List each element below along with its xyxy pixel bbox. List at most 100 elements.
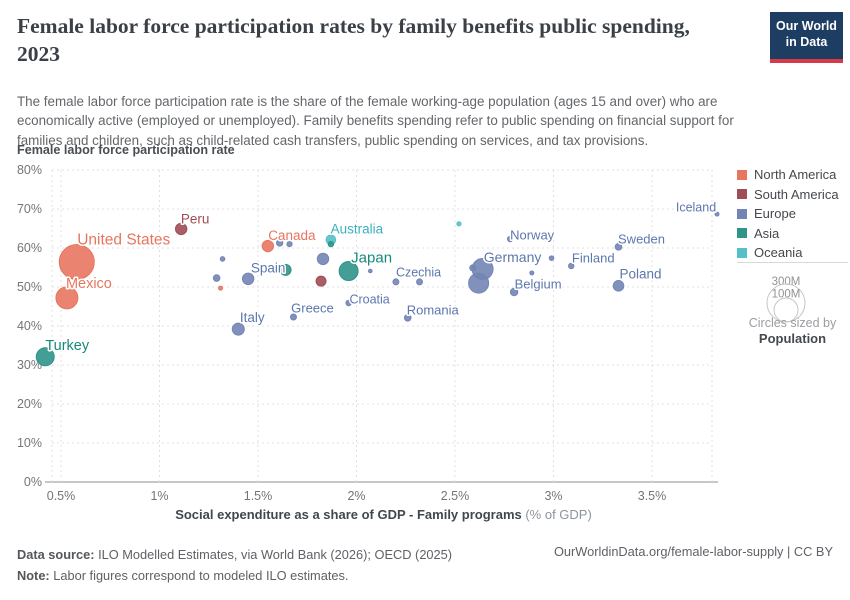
size-legend-caption-population: Population [758, 331, 827, 346]
bubble[interactable] [392, 278, 400, 286]
bubble[interactable] [286, 241, 293, 248]
bubble-romania[interactable] [403, 314, 412, 322]
legend-label: North America [754, 167, 837, 182]
x-tick-label: 2% [347, 489, 365, 503]
legend-swatch [737, 169, 747, 180]
bubble[interactable] [218, 285, 224, 291]
bubble[interactable] [468, 272, 490, 294]
bubble-peru[interactable] [174, 222, 188, 236]
country-label-belgium: Belgium [515, 277, 562, 292]
y-tick-label: 50% [17, 280, 42, 294]
note-label: Note: [17, 568, 50, 583]
y-tick-label: 10% [17, 436, 42, 450]
legend-swatch [737, 208, 747, 219]
owid-logo[interactable]: Our World in Data [770, 12, 843, 63]
country-label-norway: Norway [510, 228, 555, 243]
bubble[interactable] [367, 268, 373, 274]
bubble-turkey[interactable] [35, 347, 55, 367]
country-label-croatia: Croatia [349, 292, 389, 306]
owid-logo-line1: Our World [776, 19, 837, 33]
legend-label: South America [754, 186, 839, 202]
legend-item-europe[interactable]: Europe [737, 206, 839, 221]
y-tick-label: 60% [17, 241, 42, 255]
country-label-mexico: Mexico [66, 276, 112, 292]
bubble-croatia[interactable] [345, 299, 352, 307]
x-axis-title-unit: (% of GDP) [521, 507, 592, 522]
bubble[interactable] [327, 240, 335, 248]
bubble[interactable] [279, 263, 292, 276]
bubble-italy[interactable] [231, 322, 245, 336]
x-tick-label: 2.5% [441, 489, 470, 503]
bubble-sweden[interactable] [614, 243, 623, 251]
bubble[interactable] [212, 274, 221, 282]
y-tick-label: 0% [24, 475, 42, 489]
size-legend-small-circle [773, 297, 799, 323]
bubble-iceland[interactable] [714, 211, 720, 217]
bubble[interactable] [219, 256, 226, 262]
data-source-text: ILO Modelled Estimates, via World Bank (… [94, 547, 453, 562]
country-label-canada: Canada [268, 228, 316, 243]
note-line: Note: Labor figures correspond to modele… [17, 565, 452, 586]
bubble-czechia[interactable] [416, 278, 424, 286]
country-label-czechia: Czechia [396, 265, 441, 279]
country-label-italy: Italy [240, 310, 265, 325]
bubble-spain[interactable] [241, 272, 255, 286]
country-label-spain: Spain [251, 261, 286, 276]
size-legend: 300M 100M [766, 276, 806, 323]
x-axis-title: Social expenditure as a share of GDP - F… [45, 507, 722, 522]
country-label-peru: Peru [181, 212, 210, 227]
x-tick-label: 0.5% [47, 489, 76, 503]
bubble-canada[interactable] [261, 239, 275, 253]
bubble[interactable] [469, 264, 477, 272]
country-label-sweden: Sweden [618, 231, 665, 246]
country-label-japan: Japan [351, 249, 392, 266]
x-tick-label: 3.5% [638, 489, 667, 503]
legend-item-asia[interactable]: Asia [737, 226, 839, 241]
y-tick-label: 70% [17, 202, 42, 216]
legend-swatch [737, 247, 747, 258]
bubble[interactable] [316, 252, 330, 266]
bubble[interactable] [529, 270, 535, 276]
country-label-germany: Germany [484, 249, 542, 265]
country-label-iceland: Iceland [676, 200, 716, 214]
legend-label: Europe [754, 206, 796, 221]
owid-url-link[interactable]: OurWorldinData.org/female-labor-supply |… [553, 544, 833, 559]
country-label-greece: Greece [291, 301, 334, 316]
legend-item-oceania[interactable]: Oceania [737, 245, 839, 260]
country-label-romania: Romania [407, 302, 460, 317]
bubble-poland[interactable] [612, 280, 625, 292]
bubble[interactable] [275, 239, 284, 247]
continent-legend: North America South America Europe Asia Ocea… [737, 167, 839, 265]
bubble-belgium[interactable] [509, 287, 519, 297]
y-axis-title: Female labor force participation rate [17, 143, 235, 157]
bubble-finland[interactable] [568, 262, 575, 270]
x-tick-label: 1.5% [244, 489, 273, 503]
bubble[interactable] [548, 255, 555, 261]
chart-subtitle: The female labor force participation rat… [17, 94, 734, 148]
legend-label: Asia [754, 225, 780, 241]
country-label-poland: Poland [619, 267, 661, 282]
country-label-finland: Finland [572, 250, 615, 265]
legend-divider [737, 262, 848, 263]
y-tick-label: 40% [17, 319, 42, 333]
size-legend-300m-label: 300M [772, 276, 801, 288]
bubble-mexico[interactable] [55, 286, 79, 310]
bubble-japan[interactable] [338, 261, 359, 282]
bubble-greece[interactable] [289, 313, 297, 321]
x-axis-title-main: Social expenditure as a share of GDP - F… [175, 507, 522, 522]
legend-swatch [737, 189, 747, 199]
size-legend-100m-label: 100M [772, 289, 801, 301]
bubble[interactable] [315, 275, 327, 287]
y-tick-label: 30% [17, 358, 42, 372]
bubble[interactable] [456, 221, 462, 227]
legend-swatch [737, 228, 747, 238]
legend-item-north-america[interactable]: North America [737, 167, 839, 182]
bubble-united-states[interactable] [58, 244, 95, 281]
owid-logo-line2: in Data [785, 35, 828, 50]
bubble-norway[interactable] [506, 235, 514, 243]
country-label-turkey: Turkey [45, 338, 90, 354]
page-title: Female labor force participation rates b… [17, 14, 690, 67]
legend-item-south-america[interactable]: South America [737, 187, 839, 202]
